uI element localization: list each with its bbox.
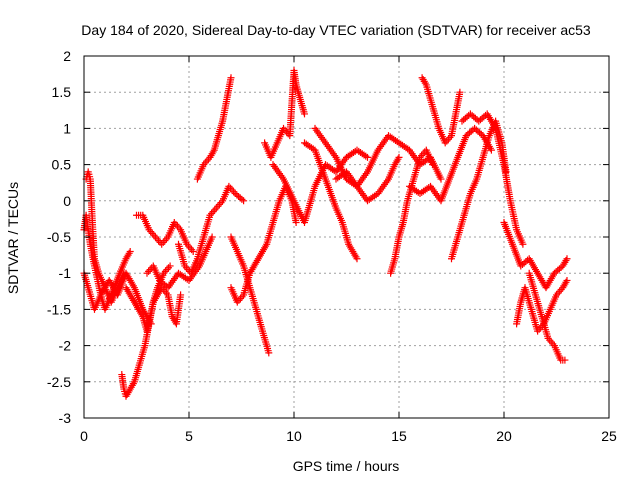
data-points	[80, 66, 571, 400]
data-point	[159, 238, 167, 246]
data-point	[212, 204, 220, 212]
data-point	[214, 202, 222, 210]
data-point	[215, 200, 223, 208]
data-point	[227, 74, 235, 82]
data-point	[563, 255, 571, 263]
y-tick-label: -2	[59, 338, 72, 354]
data-point	[230, 188, 238, 196]
data-point	[189, 247, 197, 255]
data-point	[563, 276, 571, 284]
data-point	[238, 195, 246, 203]
y-tick-label: -2.5	[47, 374, 71, 390]
data-point	[150, 231, 158, 239]
x-tick-label: 15	[391, 428, 407, 444]
y-tick-label: 0.5	[52, 157, 72, 173]
data-point	[177, 291, 185, 299]
data-point	[155, 237, 163, 245]
data-point	[166, 262, 174, 270]
data-point	[158, 240, 166, 248]
x-tick-label: 5	[185, 428, 193, 444]
x-tick-label: 25	[601, 428, 617, 444]
data-point	[561, 356, 569, 364]
x-tick-label: 20	[496, 428, 512, 444]
data-point	[487, 146, 495, 154]
data-point	[126, 247, 134, 255]
y-tick-label: -1.5	[47, 301, 71, 317]
data-point	[163, 266, 171, 274]
data-point	[208, 233, 216, 241]
data-point	[151, 233, 159, 241]
data-point	[145, 267, 153, 275]
data-point	[437, 175, 445, 183]
data-point	[203, 157, 211, 165]
data-point	[143, 269, 151, 277]
x-tick-label: 10	[286, 428, 302, 444]
x-axis-label: GPS time / hours	[293, 458, 400, 474]
data-point	[186, 244, 194, 252]
y-tick-label: -0.5	[47, 229, 71, 245]
data-point	[547, 338, 555, 346]
data-point	[209, 208, 217, 216]
y-tick-label: 2	[63, 48, 71, 64]
y-tick-label: -1	[59, 265, 72, 281]
data-point	[292, 219, 300, 227]
data-point	[364, 153, 371, 161]
data-point	[161, 287, 169, 295]
y-axis-ticks: -3 -2.5 -2 -1.5 -1 -0.5 0 0.5 1 1.5 2	[47, 48, 609, 426]
data-point	[211, 206, 219, 214]
data-point	[519, 240, 527, 248]
data-point	[301, 110, 308, 118]
data-point	[395, 153, 403, 161]
data-point	[265, 349, 273, 357]
x-axis-ticks: 0 5 10 15 20 25	[80, 56, 617, 444]
y-tick-label: 0	[63, 193, 71, 209]
data-point	[429, 161, 437, 169]
y-tick-label: -3	[59, 410, 72, 426]
chart-title: Day 184 of 2020, Sidereal Day-to-day VTE…	[81, 22, 591, 38]
data-point	[456, 88, 464, 96]
data-point	[165, 264, 173, 272]
data-point	[153, 235, 161, 243]
y-tick-label: 1	[63, 120, 71, 136]
data-point	[161, 237, 169, 245]
y-tick-label: 1.5	[52, 84, 72, 100]
data-point	[556, 287, 564, 295]
data-point	[353, 255, 361, 263]
y-axis-label: SDTVAR / TECUs	[5, 182, 21, 294]
data-point	[240, 197, 248, 205]
data-point	[148, 229, 156, 237]
x-tick-label: 0	[80, 428, 88, 444]
